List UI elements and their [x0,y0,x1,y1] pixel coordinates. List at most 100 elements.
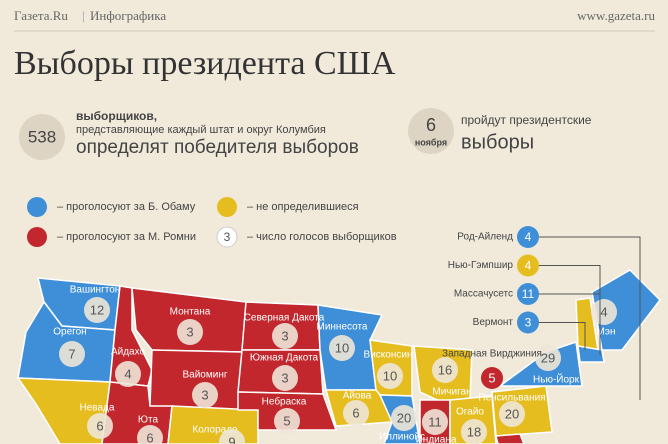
vote-circle [535,345,561,371]
vote-count: 4 [124,366,131,381]
state-name: Мичиган [432,387,471,398]
state-name: Юта [138,415,159,426]
legend-label: – проголосуют за М. Ромни [57,231,196,243]
vote-circle [115,361,141,387]
vote-count: 18 [467,424,481,439]
leader-line [539,322,586,350]
url: www.gazeta.ru [577,8,655,23]
vote-circle [422,409,448,435]
leader-line [539,236,641,400]
legend-swatch [27,227,47,247]
state-shape [16,377,111,444]
vote-circle [591,299,617,325]
vote-count: 20 [397,410,411,425]
vote-count: 6 [352,405,359,420]
state-name: Нью-Йорк [533,373,580,386]
vote-count: 20 [505,406,519,421]
legend-symbol: 3 [224,230,231,244]
vote-count: 7 [68,346,75,361]
small-state-name: Вермонт [473,317,514,328]
fact-circle [19,114,65,160]
small-state-circle [517,283,539,305]
fact-circle [408,108,454,154]
legend-label: – число голосов выборщиков [247,231,397,243]
fact-number: 6 [426,115,436,135]
state-name: Миннесота [316,322,367,333]
legend-swatch [217,197,237,217]
legend-label: – не определившиеся [247,201,359,213]
vote-count: 3 [186,324,193,339]
fact-unit: ноября [415,137,447,147]
vote-count: 12 [90,302,104,317]
legend-swatch [216,226,238,248]
small-state-votes: 11 [522,287,535,301]
vote-circle [137,425,163,444]
vote-count: 10 [335,340,349,355]
vote-circle [329,335,355,361]
state-name: Орегон [53,327,86,338]
small-state-votes: 4 [525,259,532,273]
state-name: Иллинойс [379,432,425,443]
legend-label: – проголосуют за Б. Обаму [57,201,196,213]
small-states: Род-Айленд 4 Нью-Гэмпшир 4 Массачусетс 11 Верм… [448,226,641,400]
title: Выборы президента США [14,45,396,82]
leader-line [539,293,601,355]
vote-circle [274,408,300,434]
site: Газета.Ru [14,8,68,23]
state-name: Монтана [170,307,211,318]
legend-swatch [27,197,47,217]
vote-circle [272,323,298,349]
vote-circle [377,363,403,389]
fact-lead: пройдут президентские [461,113,592,127]
small-state-circle [517,254,539,277]
vote-count: 5 [488,370,495,385]
map: Вашингтон 12 Орегон 7 Айдахо 4 Монтана 3 Вайомин… [16,269,661,444]
vote-count: 3 [281,370,288,385]
small-state-name: Массачусетс [454,289,513,300]
vote-circle [461,419,487,444]
state-name: Невада [80,403,115,414]
fact-detail: представляющие каждый штат и округ Колум… [76,124,326,136]
state-name: Небраска [262,396,307,408]
state-name: Пенсильвания [478,393,545,404]
state-name: Северная Дакота [244,313,325,324]
small-state-votes: 3 [525,316,532,330]
vote-count: 5 [283,413,290,428]
state-name: Колорадо [192,425,238,436]
vote-circle [499,401,525,427]
vote-circle [177,319,203,345]
state-name: Вайоминг [182,370,227,381]
vote-count: 11 [428,414,442,429]
state-name: Мэн [596,327,615,338]
small-state-circle [517,226,539,248]
fact-main: определят победителя выборов [76,137,359,158]
vote-circle [219,429,245,444]
state-name: Огайо [456,407,484,418]
small-state-votes: 4 [525,230,532,244]
small-state-name: Род-Айленд [457,232,513,243]
vote-circle [343,400,369,426]
fact-lead: выборщиков, [76,109,157,123]
vote-count: 10 [383,368,397,383]
vote-count: 3 [201,387,208,402]
state-name: Индиана [416,435,457,444]
vote-circle [59,341,85,367]
state-name: Айова [343,391,372,402]
state-name: Вашингтон [70,285,121,296]
vote-count: 16 [438,362,452,377]
small-state-name: Нью-Гэмпшир [448,260,514,271]
vote-circle [87,413,113,439]
vote-circle [192,382,218,408]
vote-count: 6 [96,418,103,433]
vote-count: 3 [281,328,288,343]
vote-count: 9 [228,434,235,444]
fact-main: выборы [461,131,534,153]
legend: – проголосуют за Б. Обаму – проголосуют з… [27,197,397,248]
vote-circle [84,297,110,323]
separator: | [82,8,85,23]
vote-count: 4 [600,304,607,319]
vote-circle [432,357,458,383]
state-name: Висконсин [364,350,413,361]
vote-circle [391,405,417,431]
